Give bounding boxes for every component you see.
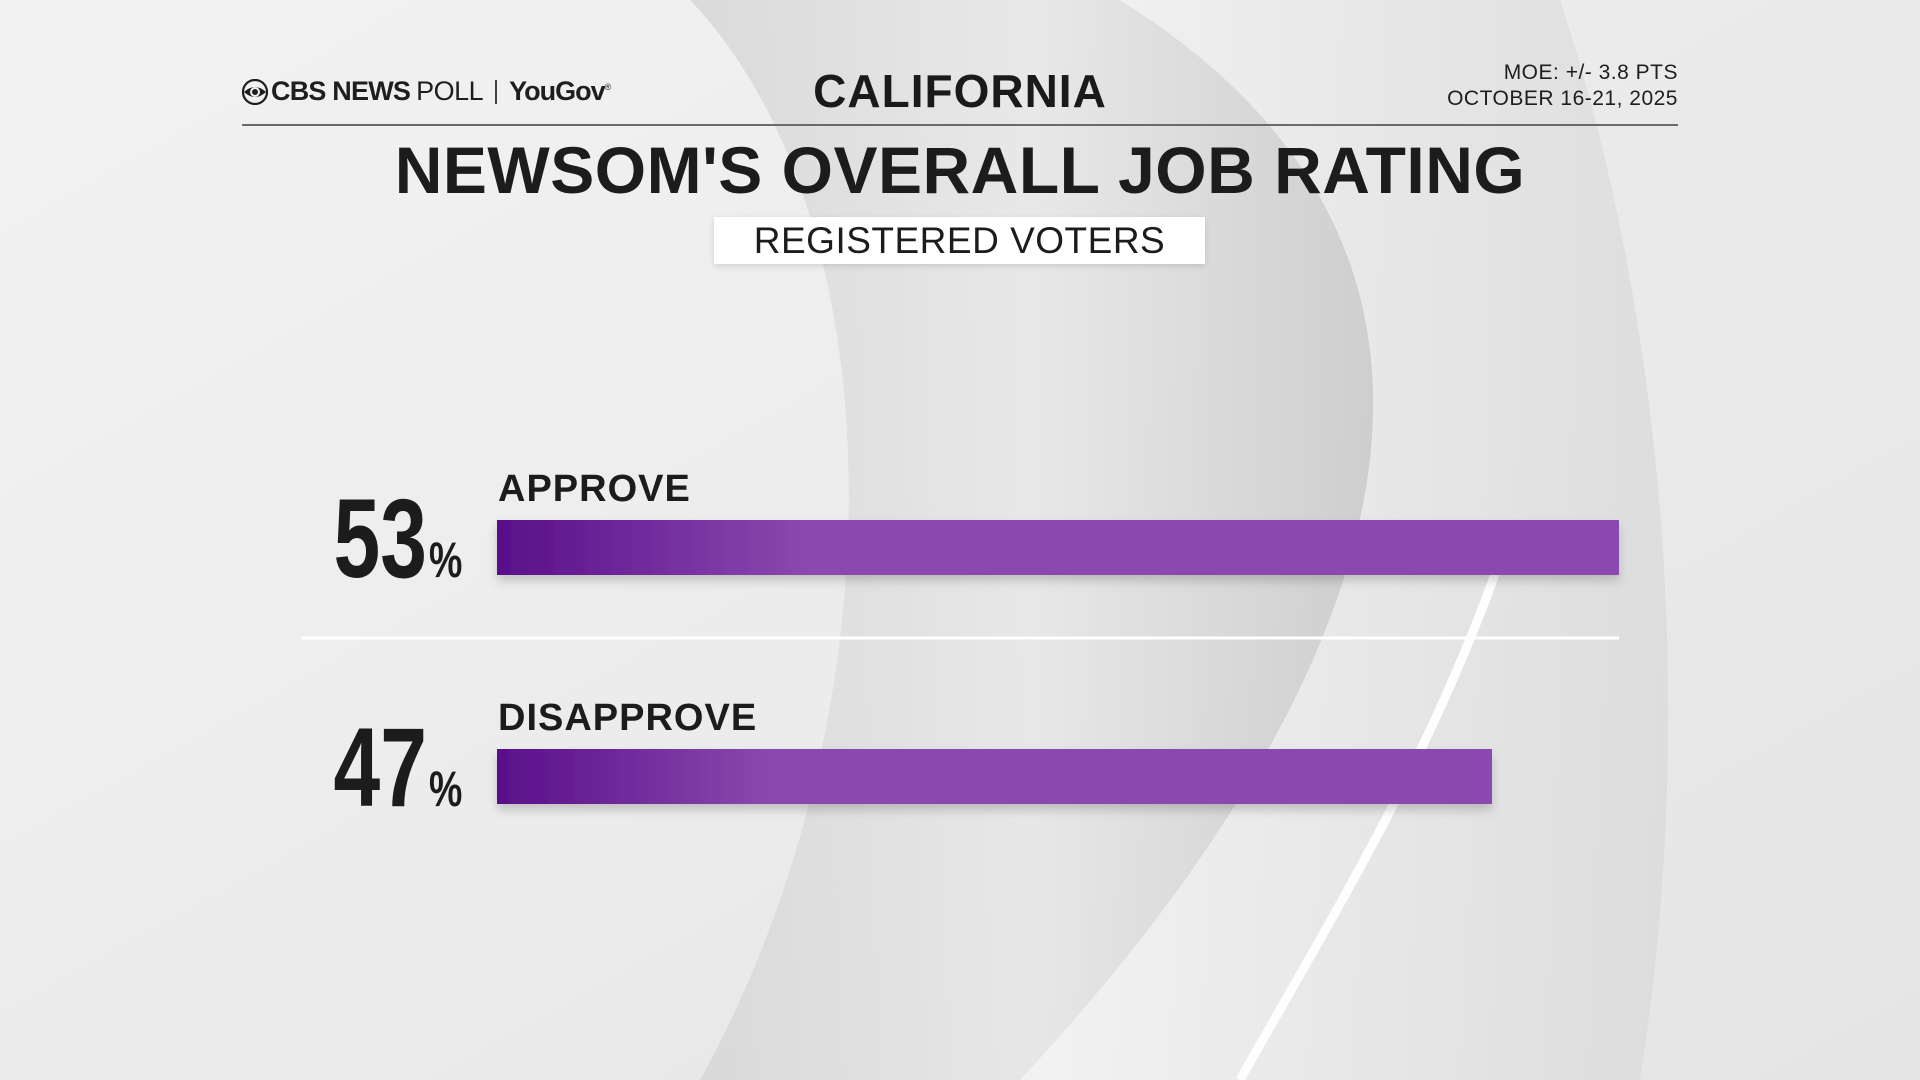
bars-layer: APPROVE 53 % DISAPPROVE 47% — [301, 468, 1619, 830]
poll-dates: OCTOBER 16-21, 2025 — [1447, 87, 1678, 110]
category-label-disapprove: DISAPPROVE — [498, 697, 757, 739]
poll-meta: MOE: +/- 3.8 PTS OCTOBER 16-21, 2025 — [1447, 60, 1678, 112]
registered-mark: ® — [604, 82, 612, 92]
bar-disapprove — [497, 749, 1492, 804]
percent-sign-disapprove: % — [429, 762, 462, 817]
chart-title: NEWSOM'S OVERALL JOB RATING — [394, 133, 1526, 207]
brand-cbs-news: CBS NEWS — [271, 76, 411, 106]
subtitle-badge: REGISTERED VOTERS — [714, 217, 1205, 264]
cbs-eye-icon — [242, 78, 268, 105]
category-label-approve: APPROVE — [498, 468, 691, 510]
brand-poll: POLL — [416, 76, 484, 106]
brand-yougov: YouGov® — [509, 76, 612, 107]
bar-approve — [497, 520, 1619, 575]
margin-of-error: MOE: +/- 3.8 PTS — [1503, 61, 1678, 84]
value-label-disapprove: 47 — [334, 704, 427, 830]
header-bar: CBS NEWS POLL YouGov® CALIFORNIA MOE: +/… — [242, 56, 1678, 126]
brand-logo: CBS NEWS POLL YouGov® — [242, 76, 612, 107]
value-label-approve: 53 — [334, 475, 427, 601]
percent-sign-approve: % — [429, 533, 462, 588]
region-label: CALIFORNIA — [813, 65, 1107, 117]
brand-yougov-text: YouGov — [509, 76, 606, 106]
brand-divider — [495, 79, 498, 104]
